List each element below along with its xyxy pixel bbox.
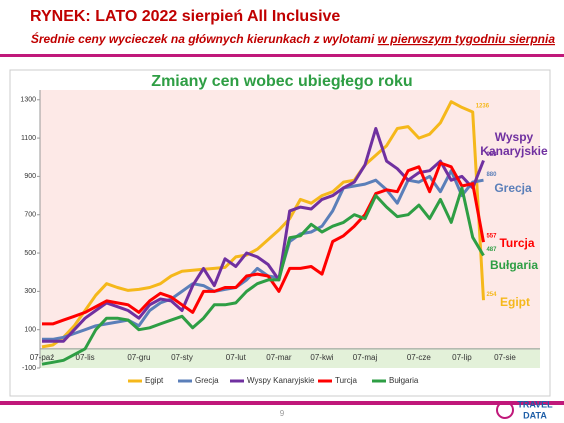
x-tick-label: 07-sty (171, 353, 193, 362)
series-annotation: Turcja (499, 236, 535, 250)
series-line (42, 161, 485, 326)
x-tick-label: 07-lut (226, 353, 247, 362)
y-tick-label: 1300 (20, 97, 36, 104)
x-tick-label: 07-maj (353, 353, 378, 362)
slide-subtitle: Średnie ceny wycieczek na głównych kieru… (31, 31, 556, 46)
x-tick-label: 07-sie (494, 353, 516, 362)
x-tick-label: 07-kwi (310, 353, 333, 362)
series-line (42, 127, 485, 343)
x-tick-label: 07-lip (452, 353, 472, 362)
subtitle-text: Średnie ceny wycieczek na głównych kieru… (31, 31, 378, 46)
plot-bg-low (40, 348, 540, 368)
series-annotation: Grecja (494, 181, 532, 195)
legend-label: Egipt (145, 376, 164, 385)
chart-title: Zmiany cen wobec ubiegłego roku (151, 73, 412, 90)
legend-label: Grecja (195, 376, 219, 385)
series-annotation: Egipt (500, 295, 530, 309)
slide-title: RYNEK: LATO 2022 sierpień All Inclusive (30, 8, 340, 25)
y-tick-label: 500 (24, 250, 36, 257)
data-label: 557 (486, 234, 497, 240)
subtitle-underlined: w pierwszym tygodniu sierpnia (378, 32, 556, 46)
x-tick-label: 07-lis (76, 353, 95, 362)
footer-rule (0, 401, 564, 405)
y-tick-label: 100 (24, 327, 36, 334)
data-label: 1236 (476, 104, 490, 110)
data-label: 487 (486, 247, 497, 253)
logo-top: TRAVEL (517, 399, 553, 409)
y-tick-label: 700 (24, 212, 36, 219)
x-tick-label: 07-cze (407, 353, 432, 362)
x-tick-label: 07-gru (127, 353, 150, 362)
header-rule (0, 54, 564, 57)
y-tick-label: 1100 (21, 135, 36, 142)
series-annotation: Bułgaria (489, 258, 538, 272)
legend-label: Turcja (335, 376, 357, 385)
data-label: 983 (486, 152, 497, 158)
logo-ring (496, 401, 514, 419)
y-tick-label: -100 (22, 365, 36, 372)
series-annotation: Wyspy Kanaryjskie (480, 130, 548, 158)
series-line (41, 100, 485, 349)
x-tick-label: 07-paź (30, 353, 54, 362)
legend-label: Bułgaria (389, 376, 419, 385)
series-line (41, 186, 485, 366)
data-label: 254 (486, 292, 497, 298)
y-tick-label: 900 (24, 173, 36, 180)
x-tick-label: 07-mar (266, 353, 292, 362)
logo-bottom: DATA (523, 410, 547, 420)
page-number: 9 (280, 409, 285, 418)
y-tick-label: 300 (24, 288, 36, 295)
legend-label: Wyspy Kanaryjskie (247, 376, 315, 385)
data-label: 880 (486, 172, 497, 178)
